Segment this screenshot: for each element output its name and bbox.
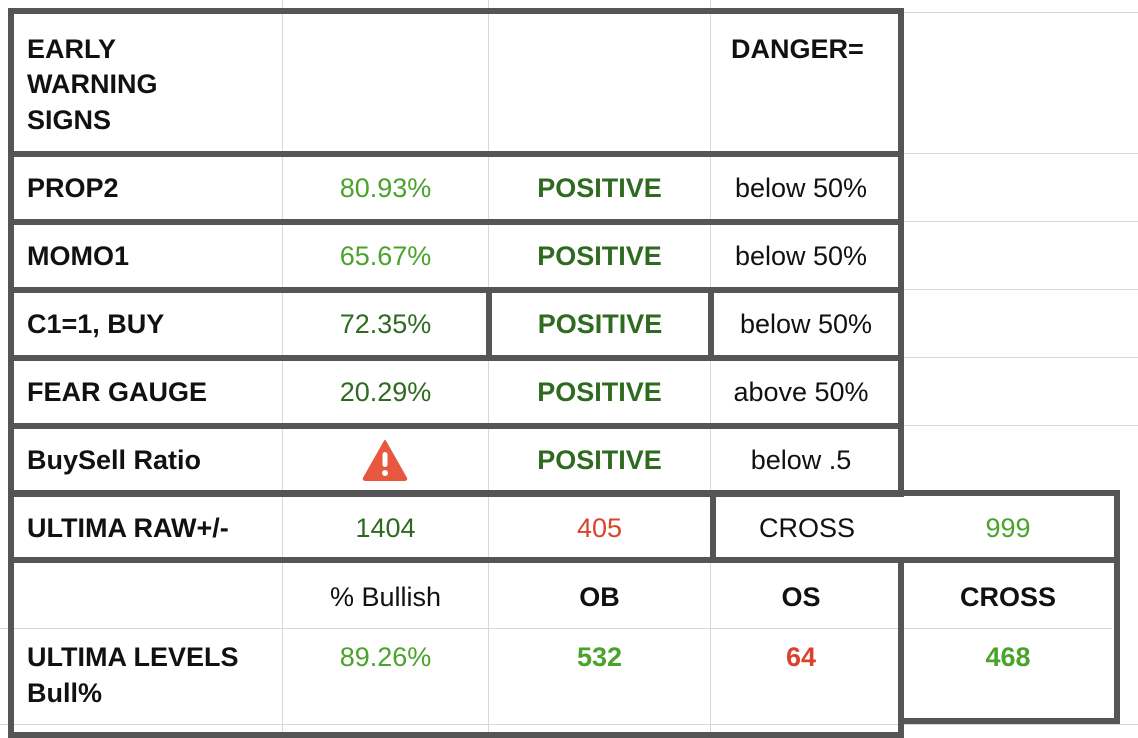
row-danger: below 50% bbox=[734, 173, 868, 203]
cross-value: 999 bbox=[985, 513, 1031, 543]
gridline bbox=[900, 12, 1138, 13]
cross-label: CROSS bbox=[758, 513, 856, 543]
ultima-raw-value2: 405 bbox=[576, 513, 623, 543]
bullish-header: % Bullish bbox=[329, 582, 442, 612]
row-value: 20.29% bbox=[339, 377, 432, 407]
danger-label: DANGER= bbox=[731, 34, 864, 64]
warning-triangle-icon bbox=[361, 438, 409, 482]
gridline bbox=[900, 153, 1138, 154]
row-value: 65.67% bbox=[339, 241, 432, 271]
ultima-levels-label-line: Bull% bbox=[27, 678, 103, 708]
ob-header: OB bbox=[579, 582, 620, 612]
row-label: FEAR GAUGE bbox=[27, 377, 208, 407]
row-danger: below .5 bbox=[750, 445, 852, 475]
gridline bbox=[900, 289, 1138, 290]
row-value: 72.35% bbox=[339, 309, 432, 339]
row-label: BuySell Ratio bbox=[27, 445, 202, 475]
header-title-line: WARNING bbox=[27, 69, 158, 99]
row-status: POSITIVE bbox=[537, 241, 662, 271]
ob-value: 532 bbox=[576, 642, 623, 672]
row-status: POSITIVE bbox=[537, 445, 662, 475]
gridline bbox=[282, 0, 283, 738]
bullish-value: 89.26% bbox=[339, 642, 432, 672]
row-label: MOMO1 bbox=[27, 241, 130, 271]
cross-header: CROSS bbox=[959, 582, 1057, 612]
row-danger: above 50% bbox=[733, 377, 869, 407]
ultima-raw-value1: 1404 bbox=[355, 513, 416, 543]
cross-levels-value: 468 bbox=[985, 642, 1031, 672]
ultima-raw-label: ULTIMA RAW+/- bbox=[27, 513, 229, 543]
os-value: 64 bbox=[785, 642, 817, 672]
gridline bbox=[0, 724, 1138, 725]
gridline bbox=[900, 425, 1138, 426]
gridline bbox=[710, 0, 711, 738]
header-title-line: SIGNS bbox=[27, 105, 112, 135]
gridline bbox=[0, 628, 1112, 629]
header-title-line: EARLY bbox=[27, 34, 117, 64]
row-status: POSITIVE bbox=[537, 173, 662, 203]
row-label: C1=1, BUY bbox=[27, 309, 165, 339]
gridline bbox=[488, 0, 489, 738]
ultima-levels-label-line: ULTIMA LEVELS bbox=[27, 642, 239, 672]
gridline bbox=[900, 357, 1138, 358]
row-status: POSITIVE bbox=[537, 309, 663, 339]
row-status: POSITIVE bbox=[537, 377, 662, 407]
row-label: PROP2 bbox=[27, 173, 119, 203]
row-danger: below 50% bbox=[739, 309, 873, 339]
gridline bbox=[900, 221, 1138, 222]
row-danger: below 50% bbox=[734, 241, 868, 271]
cross-levels-box bbox=[898, 557, 1120, 724]
row-value: 80.93% bbox=[339, 173, 432, 203]
os-header: OS bbox=[781, 582, 821, 612]
